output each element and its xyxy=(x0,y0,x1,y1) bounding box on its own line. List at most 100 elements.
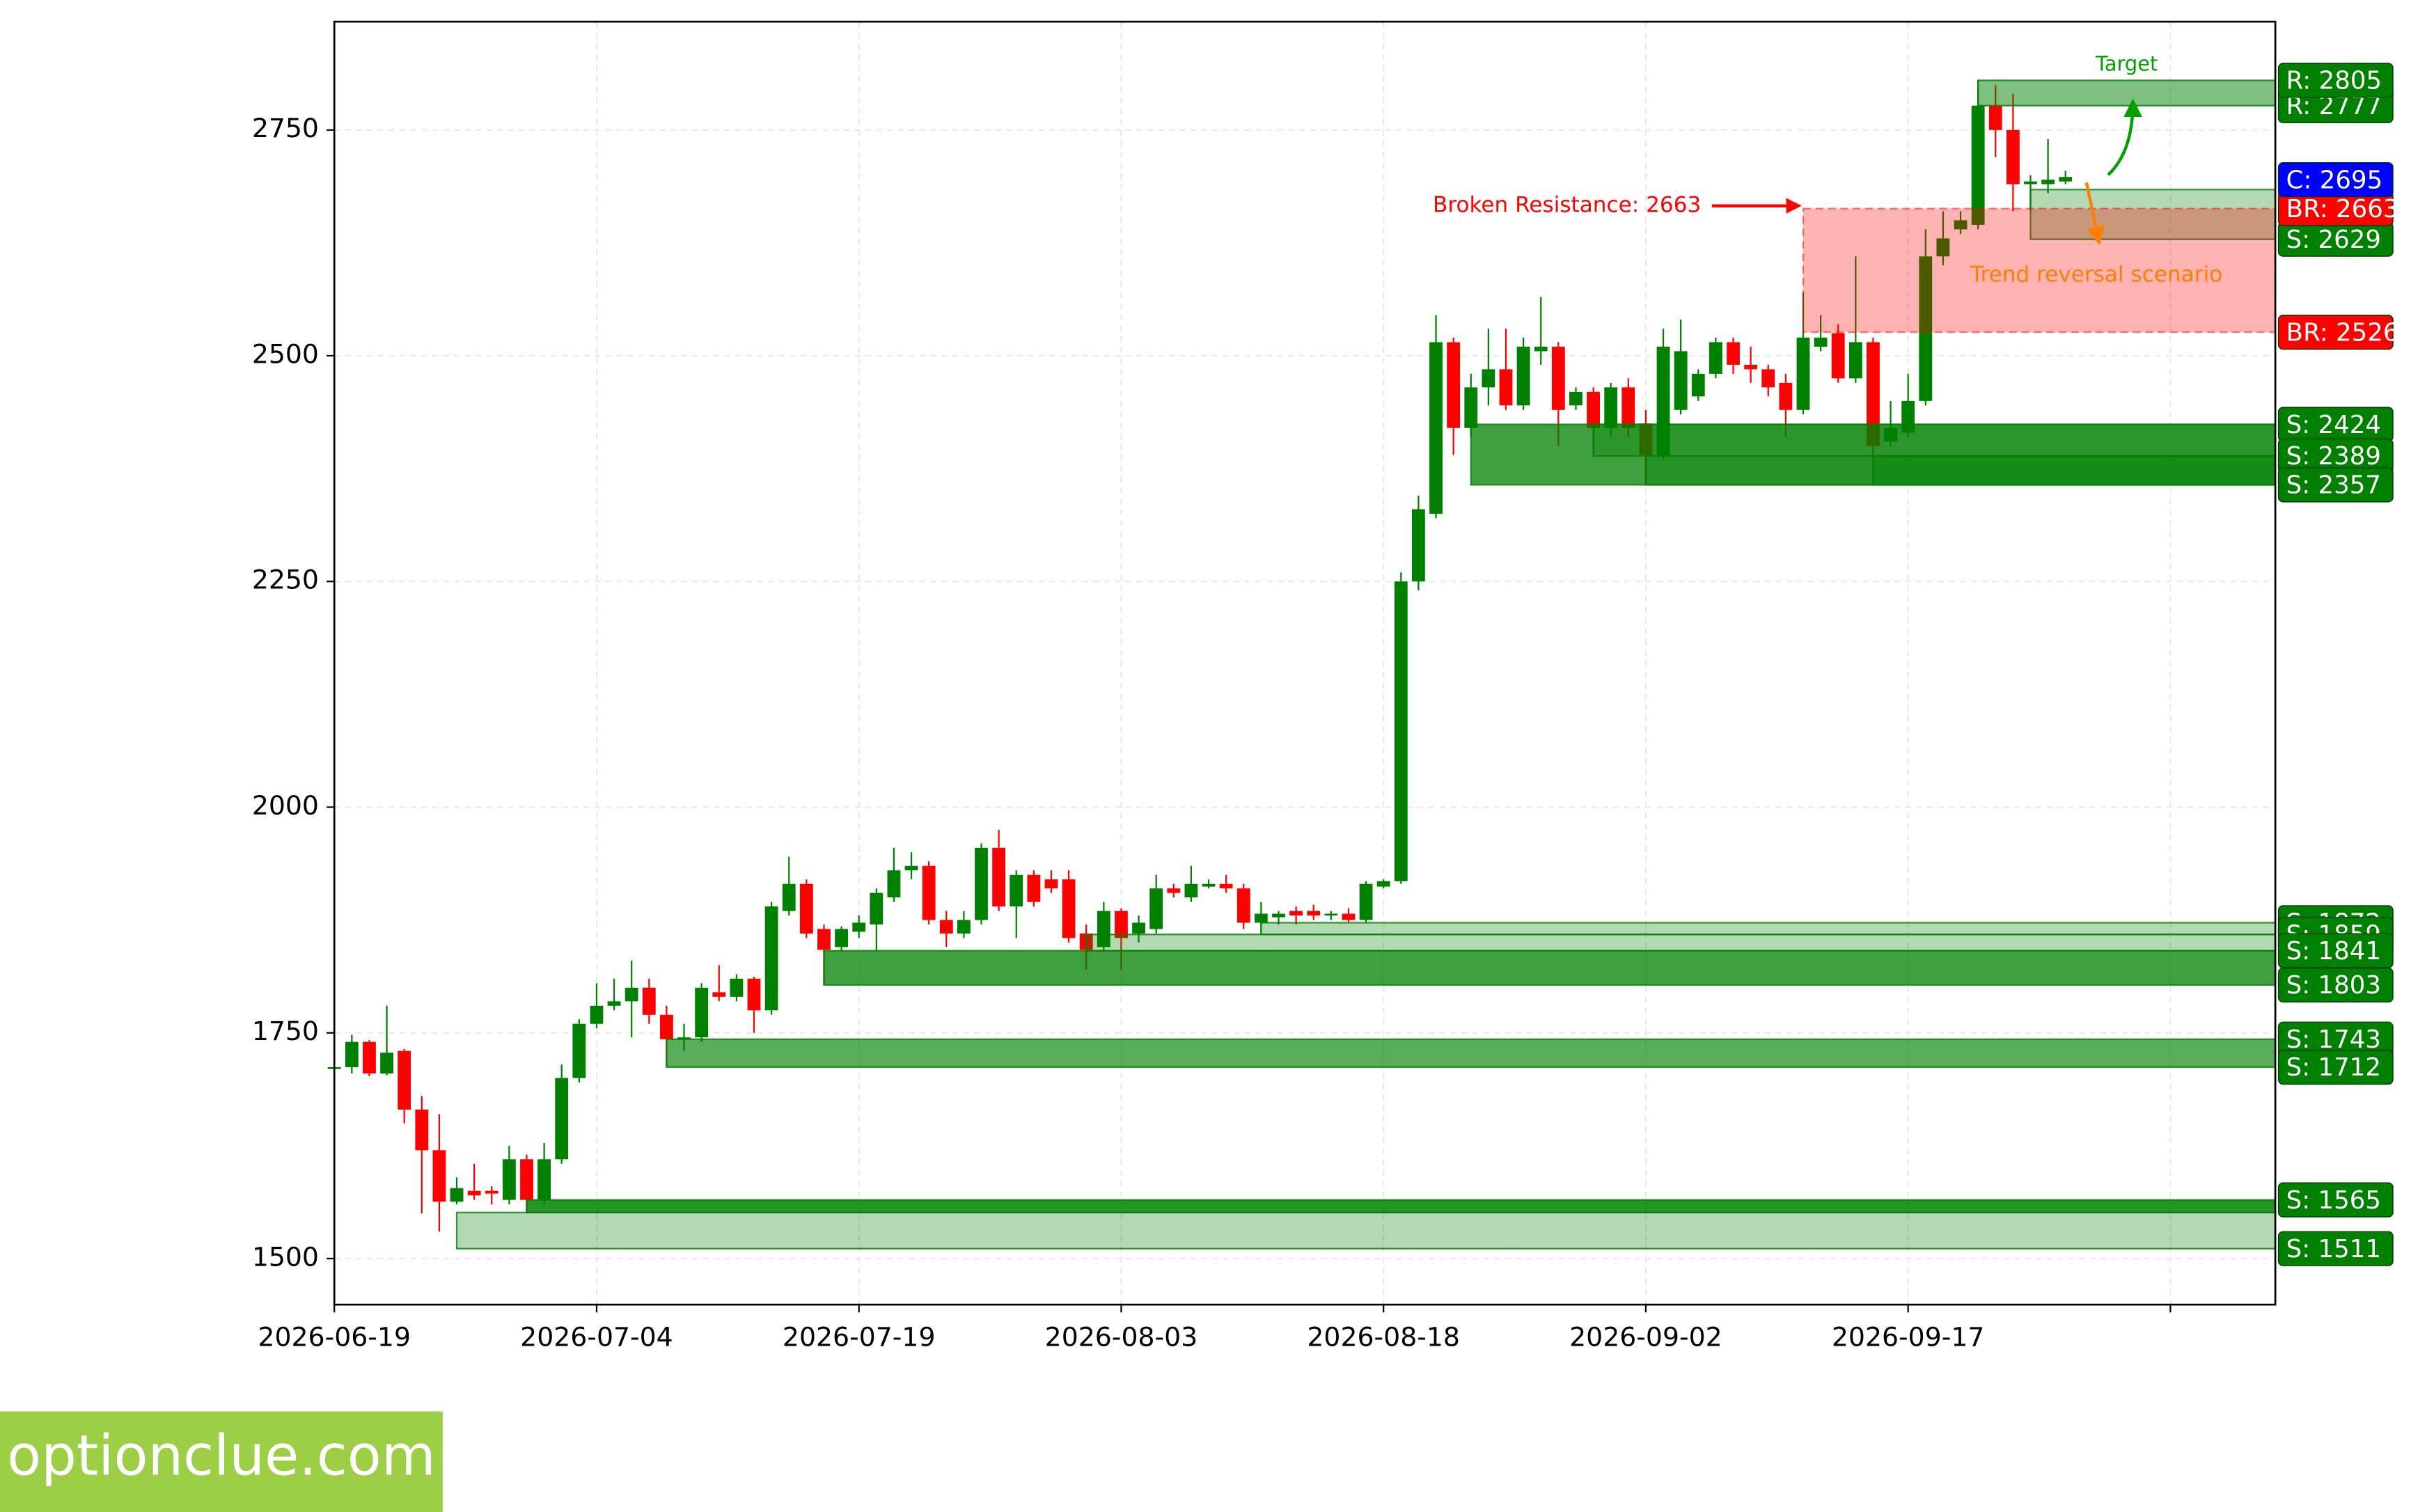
candle-body xyxy=(1167,888,1181,893)
candle-body xyxy=(607,1001,621,1006)
candle-body xyxy=(1744,364,1758,370)
candle-body xyxy=(1867,342,1880,446)
candle-body xyxy=(1394,581,1408,881)
candle-body xyxy=(1376,881,1390,887)
level-label: S: 2424 xyxy=(2286,411,2381,439)
zone xyxy=(666,1038,2277,1069)
candle-body xyxy=(1044,879,1058,889)
candle-body xyxy=(1254,913,1268,923)
level-label-box xyxy=(2277,1182,2394,1218)
candle-body xyxy=(2006,129,2020,184)
candle-body xyxy=(1569,391,1582,406)
level-label: S: 2357 xyxy=(2286,471,2381,500)
level-label: S: 1565 xyxy=(2286,1186,2381,1215)
candle-body xyxy=(817,929,831,950)
candle-body xyxy=(1516,347,1530,406)
x-tick-label: 2026-07-19 xyxy=(783,1322,936,1353)
candle-body xyxy=(1848,342,1862,379)
candle-body xyxy=(1482,369,1495,388)
level-label: S: 1511 xyxy=(2286,1235,2381,1263)
candle-body xyxy=(677,1037,691,1039)
candle-body xyxy=(1796,338,1810,410)
level-label: BR: 2526 xyxy=(2286,319,2399,347)
candle-body xyxy=(1115,911,1128,938)
candle-body xyxy=(1919,256,1933,401)
annotation: Target xyxy=(2095,52,2158,75)
candle-body xyxy=(957,920,971,934)
candle-body xyxy=(467,1190,481,1196)
annotation-arrow xyxy=(2084,182,2105,246)
x-tick-label: 2026-08-18 xyxy=(1307,1322,1460,1353)
level-label-box xyxy=(2277,1049,2394,1085)
plot-frame xyxy=(333,20,2277,1306)
candle-body xyxy=(1604,387,1618,428)
candle-body xyxy=(1324,913,1338,916)
candle-body xyxy=(992,847,1006,907)
x-tick-label: 2026-07-04 xyxy=(520,1322,673,1353)
candle-body xyxy=(1971,105,1985,225)
level-label: S: 1743 xyxy=(2286,1025,2381,1054)
candle-body xyxy=(1727,342,1740,365)
candle-body xyxy=(1691,373,1705,397)
candle-body xyxy=(1236,888,1250,923)
zone xyxy=(2029,189,2277,240)
candle-body xyxy=(1551,347,1565,410)
candle-body xyxy=(345,1041,359,1068)
zone xyxy=(1977,79,2277,107)
y-tick-label: 1500 xyxy=(252,1241,319,1272)
candle-body xyxy=(1954,220,1967,230)
candle-body xyxy=(1202,883,1216,887)
candle-body xyxy=(1499,369,1513,406)
zone xyxy=(455,1211,2277,1250)
candle-body xyxy=(1779,382,1793,410)
candle-body xyxy=(2024,181,2037,184)
candle-body xyxy=(432,1150,446,1202)
candle-body xyxy=(747,978,761,1011)
candle-body xyxy=(537,1159,551,1200)
candle-body xyxy=(572,1023,586,1078)
candle-body xyxy=(1988,105,2002,130)
candle-body xyxy=(1412,509,1425,582)
candle-body xyxy=(1761,369,1775,388)
candle-body xyxy=(1062,879,1076,938)
candle-body xyxy=(1429,342,1443,514)
candle-body xyxy=(1219,883,1233,889)
candle-body xyxy=(450,1188,464,1202)
x-tick-label: 2026-08-03 xyxy=(1045,1322,1198,1353)
candle-body xyxy=(1184,883,1198,898)
annotation: Broken Resistance: 2663 xyxy=(1433,193,1701,218)
y-tick-label: 1750 xyxy=(252,1016,319,1046)
candle-body xyxy=(363,1041,376,1074)
candle-body xyxy=(660,1014,673,1039)
candle-body xyxy=(764,906,778,1011)
zone xyxy=(1260,922,2277,936)
watermark-box xyxy=(0,1411,443,1512)
x-tick-label: 2026-06-19 xyxy=(258,1322,411,1353)
candle-body xyxy=(1936,238,1950,257)
candle-body xyxy=(852,922,866,932)
candle-body xyxy=(2059,177,2073,182)
annotation: Trend reversal scenario xyxy=(1970,262,2222,288)
candle-body xyxy=(835,929,849,947)
annotation-arrow xyxy=(2107,98,2142,176)
candle-body xyxy=(975,847,988,920)
candle-body xyxy=(1587,391,1601,428)
y-tick-label: 2250 xyxy=(252,565,319,595)
level-label: R: 2805 xyxy=(2286,67,2382,95)
candle-body xyxy=(485,1190,498,1194)
y-tick-label: 2500 xyxy=(252,338,319,369)
level-label: S: 1712 xyxy=(2286,1053,2381,1082)
level-label-box xyxy=(2277,967,2394,1003)
candle-body xyxy=(1359,883,1373,920)
zone xyxy=(1644,455,2277,486)
level-label: BR: 2663 xyxy=(2286,195,2399,223)
x-tick-label: 2026-09-17 xyxy=(1832,1322,1985,1353)
candle-body xyxy=(1097,911,1110,947)
candle-body xyxy=(1709,342,1722,374)
candle-body xyxy=(1342,913,1356,920)
candle-body xyxy=(1149,888,1163,929)
zone xyxy=(1592,423,2277,457)
candle-body xyxy=(1621,387,1635,428)
